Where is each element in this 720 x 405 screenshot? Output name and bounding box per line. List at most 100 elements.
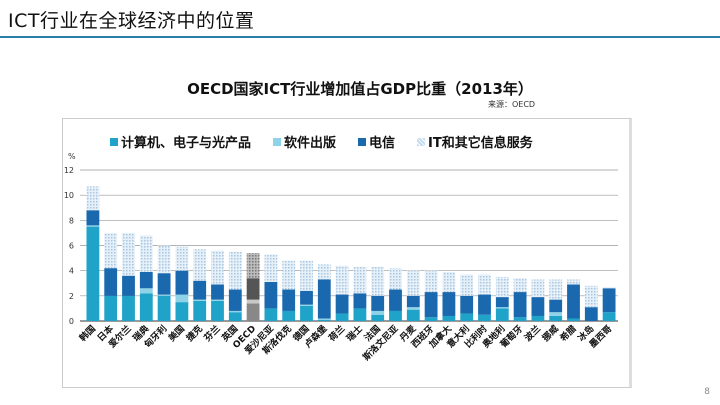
chart-title: OECD国家ICT行业增加值占GDP比重（2013年） xyxy=(187,80,533,98)
y-tick-label: 8 xyxy=(69,216,74,225)
bar-segment xyxy=(157,245,171,274)
x-tick-label: 挪威 xyxy=(540,323,561,344)
bar-segment xyxy=(406,270,420,296)
bar-segment xyxy=(478,274,491,295)
bar-segment xyxy=(228,312,242,321)
x-tick-label: 波兰 xyxy=(522,323,543,344)
x-tick-label: 韩国 xyxy=(77,323,98,344)
bar-segment xyxy=(211,250,224,285)
bar-segment xyxy=(86,226,100,321)
bar-segment xyxy=(157,295,171,321)
bar-segment xyxy=(228,289,242,311)
bar-segment xyxy=(531,297,545,316)
bar-segment xyxy=(460,295,474,314)
bar-segment xyxy=(406,309,420,321)
bar-segment xyxy=(424,317,438,321)
bar-segment xyxy=(300,304,313,306)
bar-segment xyxy=(264,281,278,309)
bar-segment xyxy=(602,287,616,289)
bar-segment xyxy=(353,308,367,321)
bar-segment xyxy=(193,280,207,300)
bar-segment xyxy=(531,279,545,298)
bar-segment xyxy=(139,235,153,272)
y-axis-label: % xyxy=(68,152,76,161)
bar-segment xyxy=(602,288,616,313)
bar-segment xyxy=(513,278,527,293)
bar-segment xyxy=(122,232,135,276)
x-tick-label: 希腊 xyxy=(557,323,578,344)
bar-segment xyxy=(139,288,153,294)
bar-segment xyxy=(211,299,224,301)
bar-segment xyxy=(317,318,331,320)
y-tick-label: 12 xyxy=(64,166,74,175)
legend-swatch xyxy=(273,137,282,146)
bar-segment xyxy=(246,253,260,279)
bar-segment xyxy=(460,274,474,296)
bar-segment xyxy=(300,290,313,305)
bar-segment xyxy=(193,300,207,321)
bar-segment xyxy=(584,285,598,308)
bar-segment xyxy=(86,225,100,227)
bar-segment xyxy=(549,315,563,321)
bar-segment xyxy=(193,249,207,281)
bar-segment xyxy=(371,295,385,311)
bar-segment xyxy=(478,294,491,315)
bar-segment xyxy=(175,270,189,295)
legend-item: 计算机、电子与光产品 xyxy=(110,132,251,151)
bar-segment xyxy=(86,210,100,226)
bar-segment xyxy=(460,313,474,321)
bar-segment xyxy=(246,299,260,304)
bar-segment xyxy=(549,299,563,313)
bar-segment xyxy=(122,275,135,296)
bar-segment xyxy=(406,295,420,308)
slide-title: ICT行业在全球经济中的位置 xyxy=(8,10,255,32)
bar-segment xyxy=(584,307,598,321)
legend-item: IT和其它信息服务 xyxy=(417,132,533,151)
bar-segment xyxy=(282,310,296,321)
bar-segment xyxy=(175,294,189,303)
bar-segment xyxy=(335,313,349,321)
bar-segment xyxy=(567,284,580,319)
bar-segment xyxy=(264,254,278,282)
bar-segment xyxy=(602,312,616,321)
bar-segment xyxy=(549,312,563,316)
bar-segment xyxy=(424,270,438,293)
bar-segment xyxy=(495,297,509,308)
legend-label: 计算机、电子与光产品 xyxy=(121,136,252,151)
bar-segment xyxy=(495,276,509,298)
bar-segment xyxy=(531,315,545,321)
legend-label: 电信 xyxy=(369,136,396,151)
bar-segment xyxy=(495,307,509,309)
legend-swatch xyxy=(417,137,426,146)
bar-segment xyxy=(389,268,402,290)
bar-segment xyxy=(228,310,242,313)
bar-segment xyxy=(211,284,224,300)
bar-segment xyxy=(246,278,260,300)
bar-segment xyxy=(139,271,153,289)
bar-segment xyxy=(335,265,349,295)
bar-segment xyxy=(549,279,563,300)
legend-label: 软件出版 xyxy=(284,136,337,151)
bar-segment xyxy=(353,266,367,294)
bar-segment xyxy=(442,271,456,293)
y-tick-label: 2 xyxy=(69,292,74,301)
bar-segment xyxy=(442,292,456,316)
chart-frame xyxy=(62,118,632,388)
bar-segment xyxy=(495,308,509,321)
bar-segment xyxy=(122,295,135,321)
bar-segment xyxy=(300,260,313,291)
x-tick-label: 荷兰 xyxy=(325,323,347,345)
bar-segment xyxy=(104,295,118,321)
page-number: 8 xyxy=(704,387,710,397)
bar-segment xyxy=(157,273,171,295)
bar-segment xyxy=(104,232,118,269)
bar-segment xyxy=(157,294,171,296)
bar-segment xyxy=(335,294,349,314)
y-tick-label: 6 xyxy=(69,242,74,251)
bar-segment xyxy=(513,292,527,318)
bar-segment xyxy=(300,305,313,321)
bar-segment xyxy=(104,268,118,296)
y-tick-label: 10 xyxy=(64,191,74,200)
